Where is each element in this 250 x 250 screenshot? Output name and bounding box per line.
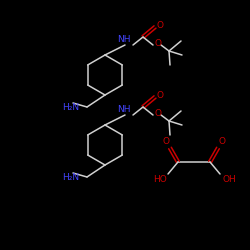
Text: H₂N: H₂N	[62, 104, 80, 112]
Text: O: O	[156, 20, 164, 30]
Text: O: O	[218, 138, 226, 146]
Text: NH: NH	[117, 34, 131, 43]
Text: O: O	[154, 110, 162, 118]
Text: NH: NH	[117, 104, 131, 114]
Text: H₂N: H₂N	[62, 174, 80, 182]
Text: O: O	[156, 90, 164, 100]
Text: O: O	[162, 138, 170, 146]
Text: HO: HO	[153, 174, 167, 184]
Text: O: O	[154, 40, 162, 48]
Text: OH: OH	[222, 174, 236, 184]
